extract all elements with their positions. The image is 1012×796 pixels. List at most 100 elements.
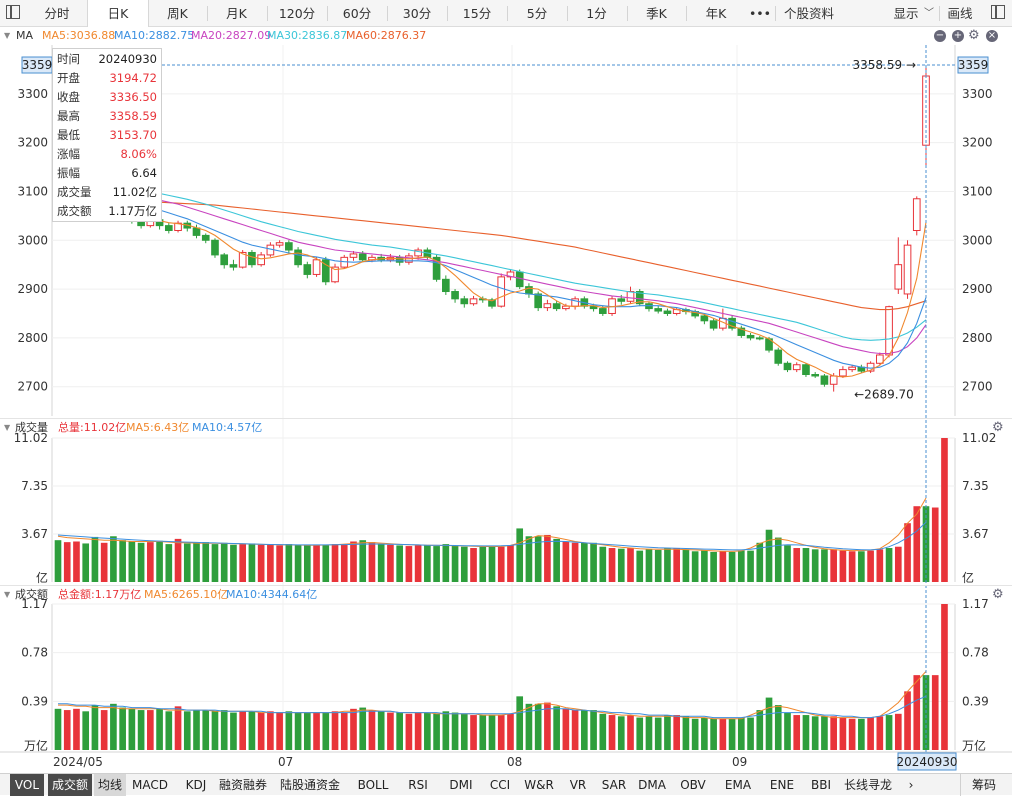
close-icon[interactable]: × bbox=[986, 30, 998, 42]
indicator-tab[interactable]: W&R bbox=[524, 778, 554, 792]
amount-bar bbox=[636, 717, 644, 750]
indicator-tab[interactable]: 成交额 bbox=[48, 774, 92, 796]
draw-line-button[interactable]: 画线 bbox=[947, 6, 973, 21]
indicator-tab[interactable]: 融资融券 bbox=[218, 778, 267, 792]
kline-chart[interactable]: 2700 2700 2800 2800 2900 2900 3000 3000 3100 3100… bbox=[0, 0, 1012, 773]
volume-bar bbox=[313, 545, 320, 582]
gear-icon[interactable]: ⚙ bbox=[992, 420, 1004, 435]
candle-body bbox=[774, 349, 783, 364]
volume-bar bbox=[110, 536, 117, 582]
more-periods-button[interactable]: ••• bbox=[748, 6, 772, 21]
indicator-tab[interactable]: MACD bbox=[132, 778, 168, 792]
stock-info-tab[interactable]: 个股资料 bbox=[783, 6, 834, 21]
indicator-tab[interactable]: VR bbox=[569, 778, 587, 792]
y-tick-label: 0.39 bbox=[962, 694, 989, 708]
amount-bar bbox=[54, 708, 62, 750]
volume-bar bbox=[571, 542, 579, 582]
amount-bar bbox=[414, 712, 422, 750]
indicator-tab[interactable]: KDJ bbox=[185, 778, 207, 792]
more-indicators-button[interactable]: › bbox=[908, 778, 914, 792]
amount-bar bbox=[627, 715, 634, 750]
amount-bar bbox=[682, 716, 690, 750]
chip-distribution-tab[interactable]: 筹码 bbox=[960, 774, 1007, 796]
indicator-tab[interactable]: DMA bbox=[638, 778, 666, 792]
period-tab[interactable]: 30分 bbox=[402, 6, 432, 21]
volume-bar bbox=[894, 546, 902, 582]
y-tick-label: 3100 bbox=[962, 184, 993, 198]
collapse-icon[interactable]: ▼ bbox=[4, 31, 11, 40]
indicator-tab[interactable]: DMI bbox=[449, 778, 473, 792]
period-tab[interactable]: 120分 bbox=[278, 6, 316, 21]
period-tab[interactable]: 分时 bbox=[44, 6, 70, 21]
period-tab[interactable]: 周K bbox=[167, 6, 188, 21]
ma-legend: ▼ MA MA5:3036.88 MA10:2882.75 MA20:2827.… bbox=[0, 27, 1012, 45]
amount-bar bbox=[858, 718, 865, 750]
chevron-down-icon[interactable]: ﹀ bbox=[924, 8, 934, 19]
amount-bar bbox=[165, 711, 173, 750]
volume-bar bbox=[100, 542, 108, 582]
volume-ma5-label: MA5:6.43亿 bbox=[126, 421, 190, 434]
volume-bar bbox=[303, 545, 311, 582]
indicator-tab[interactable]: CCI bbox=[489, 778, 511, 792]
indicator-tab[interactable]: EMA bbox=[724, 778, 752, 792]
indicator-tab[interactable]: 长线寻龙 bbox=[843, 778, 892, 792]
amount-bar bbox=[479, 715, 487, 750]
volume-bar bbox=[848, 551, 856, 582]
volume-bar bbox=[839, 550, 847, 582]
gear-icon[interactable]: ⚙ bbox=[992, 587, 1004, 602]
amount-bar bbox=[368, 710, 376, 750]
volume-total-label: 总量:11.02亿 bbox=[58, 421, 127, 434]
volume-bar bbox=[174, 538, 182, 582]
amount-bar bbox=[802, 715, 810, 750]
volume-bar bbox=[350, 541, 357, 582]
period-tab[interactable]: 季K bbox=[646, 6, 667, 21]
period-tab[interactable]: 1分 bbox=[586, 6, 607, 21]
period-tab[interactable]: 月K bbox=[226, 6, 247, 21]
panel-toggle-icon[interactable] bbox=[6, 5, 20, 19]
period-tab[interactable]: 年K bbox=[705, 6, 727, 21]
y-tick-label: 3200 bbox=[962, 136, 993, 150]
candle-body bbox=[811, 374, 820, 377]
volume-bar bbox=[331, 544, 339, 582]
indicator-tab[interactable]: VOL bbox=[10, 774, 44, 796]
candle-body bbox=[876, 354, 884, 364]
info-key: 振幅 bbox=[57, 166, 80, 180]
y-tick-label: 2900 bbox=[17, 282, 48, 296]
indicator-tab[interactable]: ENE bbox=[769, 778, 795, 792]
volume-bar bbox=[193, 542, 200, 582]
plus-icon[interactable]: + bbox=[952, 30, 964, 42]
info-row: 时间 20240930 bbox=[57, 50, 157, 69]
volume-bar bbox=[507, 545, 514, 582]
minus-icon[interactable]: − bbox=[934, 30, 946, 42]
volume-bar bbox=[913, 506, 921, 582]
collapse-icon[interactable]: ▼ bbox=[4, 590, 11, 599]
panel-toggle-icon[interactable] bbox=[991, 5, 1005, 19]
y-tick-label: 3300 bbox=[962, 87, 993, 101]
indicator-tab[interactable]: BBI bbox=[810, 778, 831, 792]
indicator-tab[interactable]: 陆股通资金 bbox=[279, 778, 340, 792]
candle-body bbox=[700, 315, 709, 322]
ma30-label: MA30:2836.87 bbox=[267, 29, 348, 42]
display-menu-button[interactable]: 显示 bbox=[886, 0, 926, 27]
amount-bar bbox=[848, 718, 856, 750]
indicator-tab[interactable]: 均线 bbox=[94, 774, 126, 796]
indicator-tab[interactable]: OBV bbox=[680, 778, 706, 792]
amount-bar bbox=[285, 711, 293, 750]
amount-bar bbox=[691, 718, 699, 750]
candle-body bbox=[534, 293, 542, 309]
volume-bar bbox=[285, 544, 293, 582]
period-tab[interactable]: 15分 bbox=[462, 6, 492, 21]
gear-icon[interactable]: ⚙ bbox=[968, 28, 980, 43]
period-tab[interactable]: 日K bbox=[87, 0, 149, 27]
period-tab[interactable]: 60分 bbox=[342, 6, 372, 21]
indicator-tab[interactable]: RSI bbox=[408, 778, 428, 792]
collapse-icon[interactable]: ▼ bbox=[4, 423, 11, 432]
candle-body bbox=[728, 317, 736, 329]
indicator-tab[interactable]: BOLL bbox=[357, 778, 389, 792]
indicator-tab[interactable]: SAR bbox=[601, 778, 627, 792]
amount-bar bbox=[433, 713, 440, 750]
y-tick-label: 3.67 bbox=[962, 527, 989, 541]
period-tab[interactable]: 5分 bbox=[526, 6, 548, 21]
candle-body bbox=[755, 337, 764, 340]
volume-bar bbox=[63, 542, 71, 582]
